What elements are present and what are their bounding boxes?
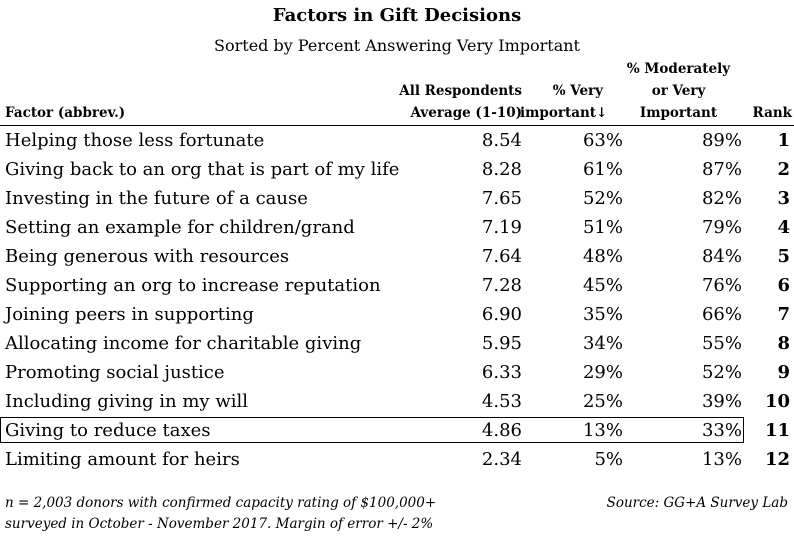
header-rule (0, 125, 794, 126)
column-header-very-line1: % Very (552, 83, 603, 99)
factor-cell: Setting an example for children/grand (5, 217, 355, 238)
table-row: Including giving in my will 4.53 25% 39% 10 (0, 387, 794, 416)
very-important-cell: 35% (582, 304, 623, 325)
moderately-important-cell: 13% (701, 449, 742, 470)
column-header-rank: Rank (752, 105, 792, 121)
factor-cell: Helping those less fortunate (5, 130, 265, 151)
factor-cell: Limiting amount for heirs (5, 449, 240, 470)
very-important-cell: 25% (582, 391, 623, 412)
very-important-cell: 51% (582, 217, 623, 238)
average-cell: 5.95 (481, 333, 522, 354)
table-row: Supporting an org to increase reputation… (0, 271, 794, 300)
factor-cell: Investing in the future of a cause (5, 188, 308, 209)
column-header-mod-line3: Important (639, 105, 718, 121)
moderately-important-cell: 89% (701, 130, 742, 151)
table-row: Allocating income for charitable giving 5… (0, 329, 794, 358)
factor-cell: Allocating income for charitable giving (5, 333, 362, 354)
rank-cell: 7 (777, 304, 790, 325)
average-cell: 7.64 (481, 246, 522, 267)
moderately-important-cell: 52% (701, 362, 742, 383)
column-header-factor: Factor (abbrev.) (5, 105, 126, 121)
column-header-average-line1: All Respondents (399, 83, 522, 99)
rank-cell: 5 (777, 246, 790, 267)
factor-cell: Promoting social justice (5, 362, 225, 383)
average-cell: 7.19 (481, 217, 522, 238)
very-important-cell: 63% (582, 130, 623, 151)
column-header-very-line2: important↓ (520, 105, 608, 121)
rank-cell: 9 (777, 362, 790, 383)
table-row: Investing in the future of a cause 7.65 52… (0, 184, 794, 213)
factor-cell: Being generous with resources (5, 246, 290, 267)
footnote-line-1: n = 2,003 donors with confirmed capacity… (5, 495, 437, 511)
rank-cell: 1 (777, 130, 790, 151)
moderately-important-cell: 76% (701, 275, 742, 296)
highlight-box (0, 417, 744, 443)
moderately-important-cell: 79% (701, 217, 742, 238)
moderately-important-cell: 84% (701, 246, 742, 267)
factor-cell: Giving back to an org that is part of my… (5, 159, 400, 180)
very-important-cell: 48% (582, 246, 623, 267)
table-row: Setting an example for children/grand 7.1… (0, 213, 794, 242)
table-subtitle: Sorted by Percent Answering Very Importa… (214, 36, 580, 55)
average-cell: 2.34 (481, 449, 522, 470)
rank-cell: 11 (764, 420, 790, 441)
very-important-cell: 29% (582, 362, 623, 383)
average-cell: 7.65 (481, 188, 522, 209)
rank-cell: 4 (777, 217, 790, 238)
average-cell: 4.86 (481, 420, 522, 441)
moderately-important-cell: 87% (701, 159, 742, 180)
table-row: Limiting amount for heirs 2.34 5% 13% 12 (0, 445, 794, 474)
moderately-important-cell: 66% (701, 304, 742, 325)
average-cell: 4.53 (481, 391, 522, 412)
average-cell: 6.33 (481, 362, 522, 383)
moderately-important-cell: 82% (701, 188, 742, 209)
very-important-cell: 52% (582, 188, 623, 209)
rank-cell: 3 (777, 188, 790, 209)
table-row: Helping those less fortunate 8.54 63% 89% 1 (0, 126, 794, 155)
table-row: Promoting social justice 6.33 29% 52% 9 (0, 358, 794, 387)
very-important-cell: 34% (582, 333, 623, 354)
column-header-mod-line2: or Very (651, 83, 706, 99)
factor-cell: Giving to reduce taxes (5, 420, 211, 441)
table-row: Giving to reduce taxes 4.86 13% 33% 11 (0, 416, 794, 445)
column-header-very-important: % Very important↓ (520, 80, 608, 124)
moderately-important-cell: 33% (701, 420, 742, 441)
very-important-cell: 61% (582, 159, 623, 180)
moderately-important-cell: 39% (701, 391, 742, 412)
rank-cell: 2 (777, 159, 790, 180)
rank-cell: 6 (777, 275, 790, 296)
source-note: Source: GG+A Survey Lab (606, 495, 788, 511)
rank-cell: 12 (764, 449, 790, 470)
column-header-mod-line1: % Moderately (626, 61, 731, 77)
table-title: Factors in Gift Decisions (272, 5, 522, 26)
very-important-cell: 5% (594, 449, 623, 470)
average-cell: 6.90 (481, 304, 522, 325)
rank-cell: 8 (777, 333, 790, 354)
factor-cell: Including giving in my will (5, 391, 248, 412)
footnote-line-2: surveyed in October - November 2017. Mar… (5, 516, 434, 532)
average-cell: 8.28 (481, 159, 522, 180)
footnote: n = 2,003 donors with confirmed capacity… (5, 493, 445, 535)
average-cell: 8.54 (481, 130, 522, 151)
factor-cell: Supporting an org to increase reputation (5, 275, 381, 296)
rank-cell: 10 (764, 391, 790, 412)
moderately-important-cell: 55% (701, 333, 742, 354)
very-important-cell: 45% (582, 275, 623, 296)
column-header-moderately-important: % Moderately or Very Important (620, 58, 737, 124)
table-row: Joining peers in supporting 6.90 35% 66% 7 (0, 300, 794, 329)
average-cell: 7.28 (481, 275, 522, 296)
column-header-average-line2: Average (1-10) (410, 105, 522, 121)
column-header-average: All Respondents Average (1-10) (390, 80, 522, 124)
very-important-cell: 13% (582, 420, 623, 441)
table-row: Giving back to an org that is part of my… (0, 155, 794, 184)
factor-cell: Joining peers in supporting (5, 304, 254, 325)
table-row: Being generous with resources 7.64 48% 84% 5 (0, 242, 794, 271)
